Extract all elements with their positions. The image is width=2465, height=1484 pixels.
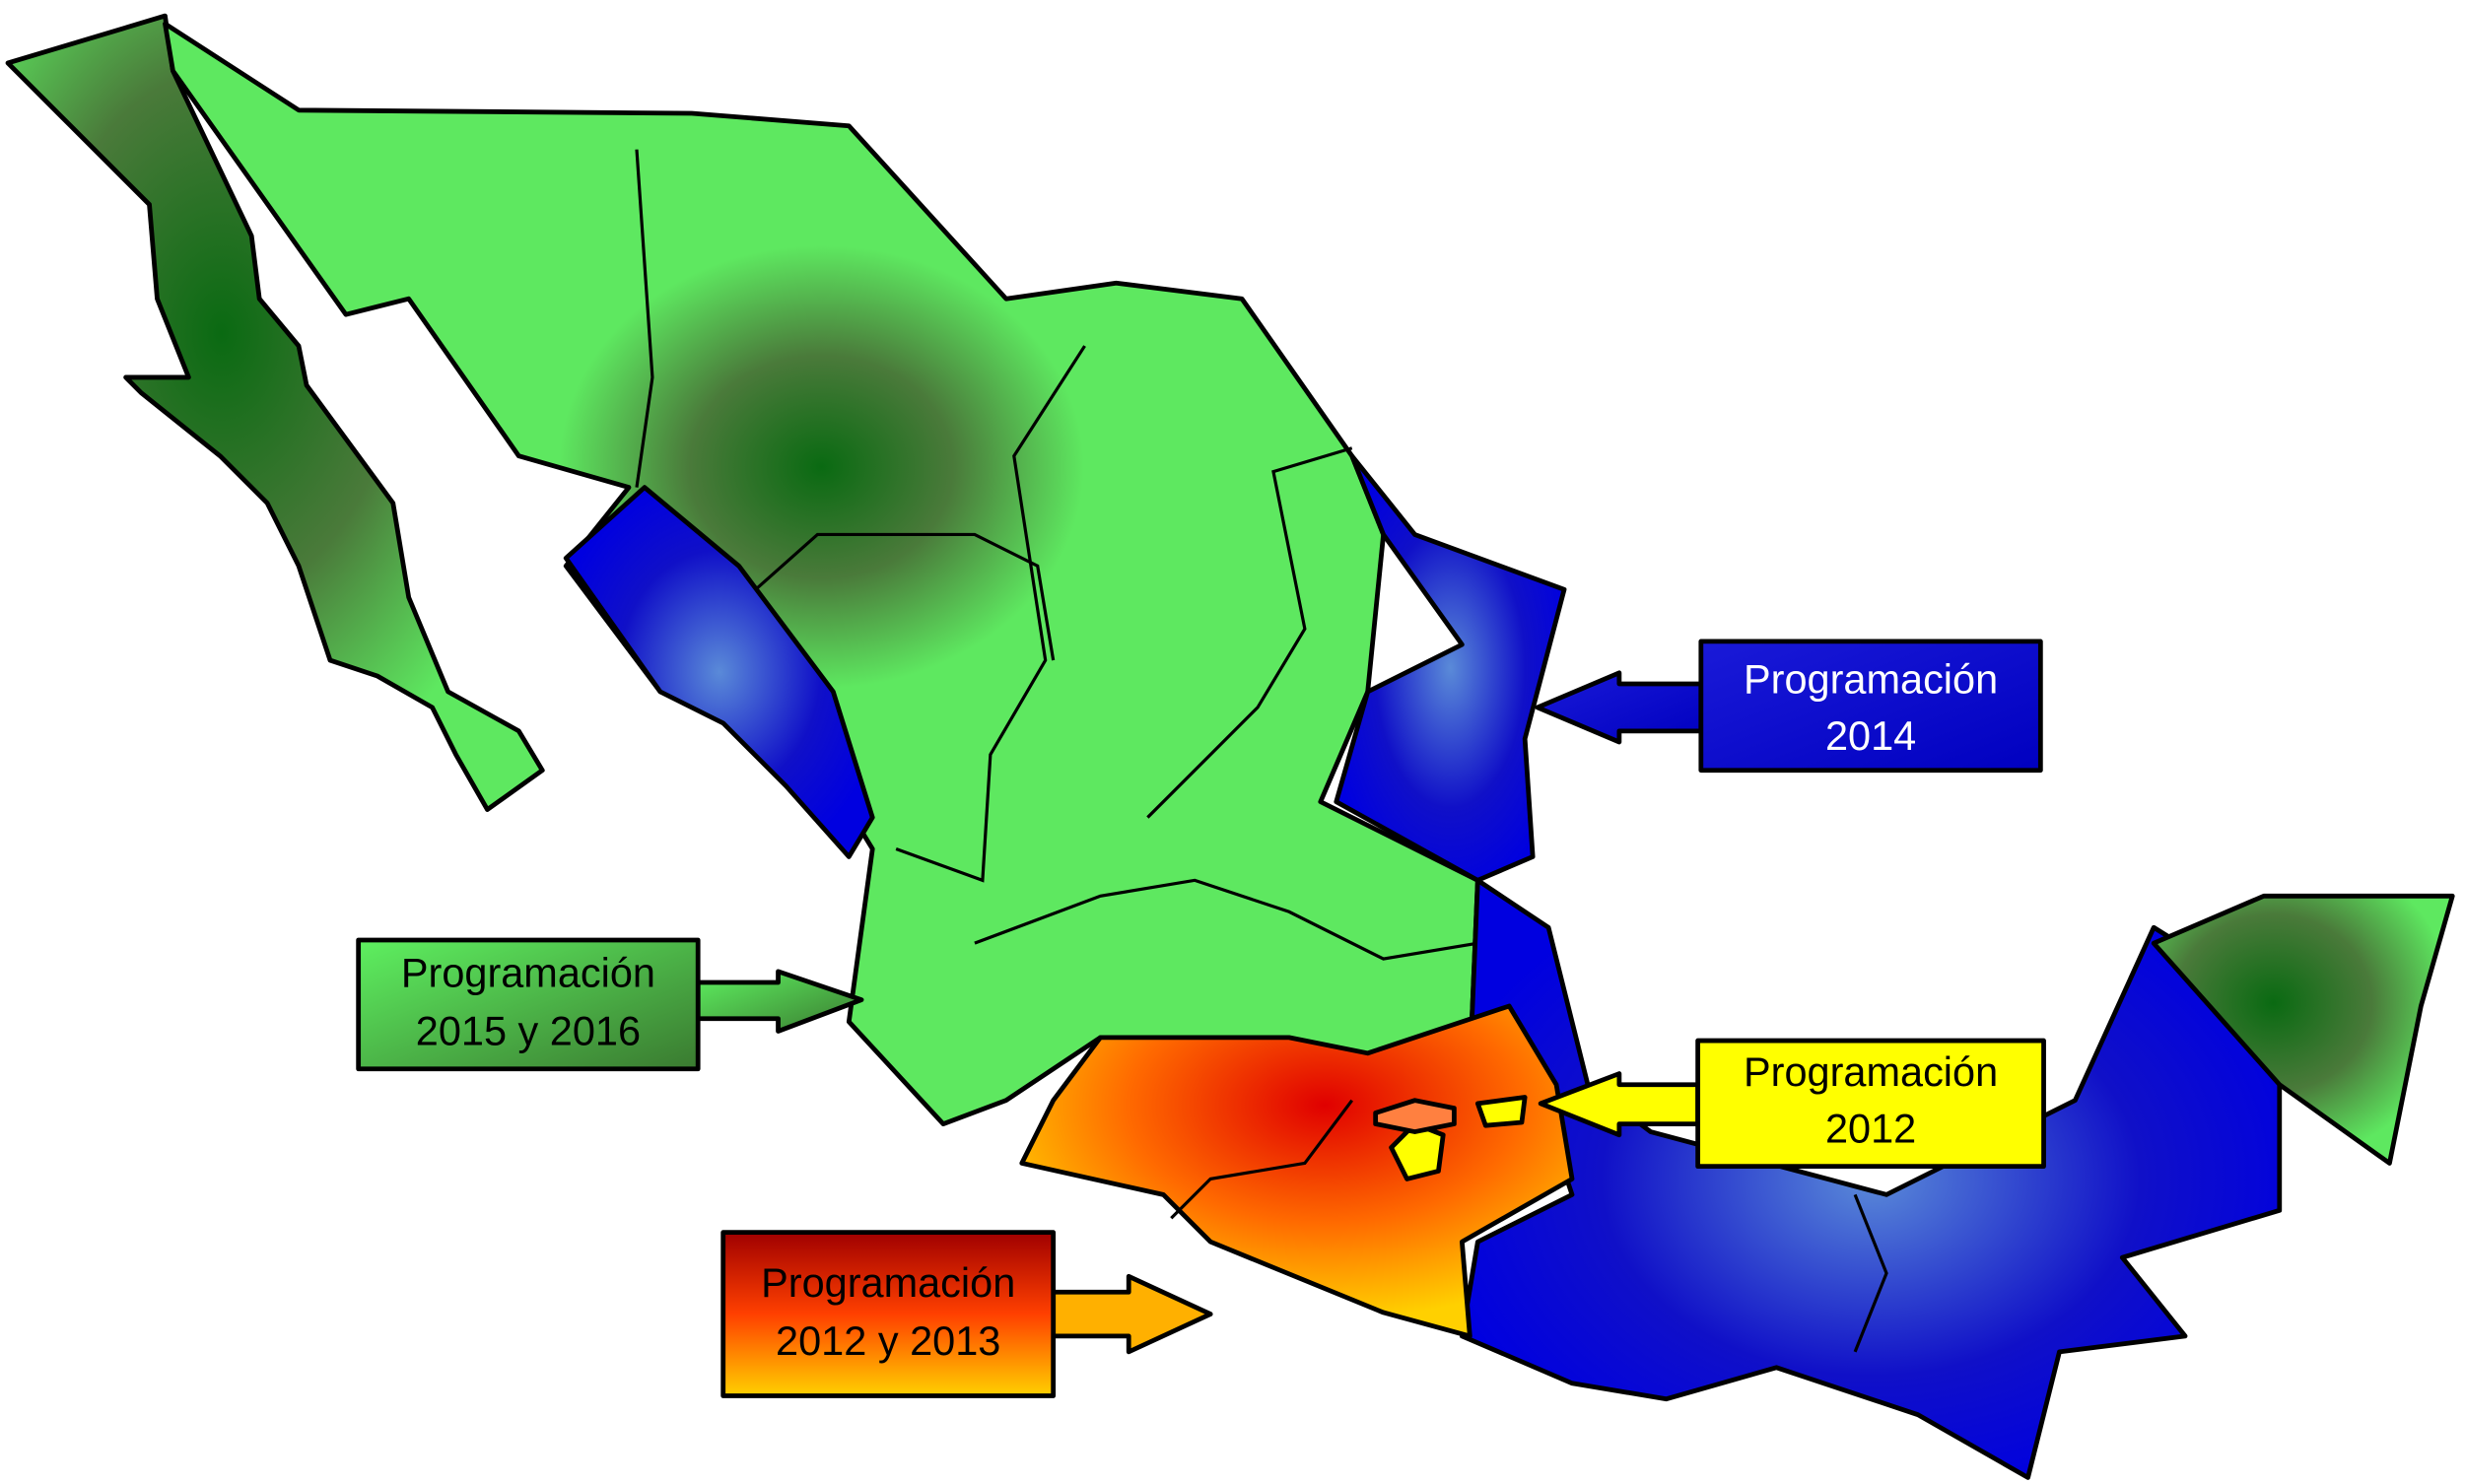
label-text: 2014 bbox=[1825, 712, 1916, 759]
label-text: Programación bbox=[1744, 1048, 1998, 1095]
label-2012: Programación 2012 bbox=[1538, 1038, 2046, 1170]
tlaxcala bbox=[1474, 1095, 1528, 1128]
cdmx bbox=[1373, 1098, 1457, 1134]
borders bbox=[635, 149, 654, 488]
label-box bbox=[356, 937, 701, 1072]
sinaloa-nayarit bbox=[563, 485, 875, 859]
label-text: 2012 y 2013 bbox=[776, 1317, 1000, 1364]
states bbox=[5, 13, 2455, 1480]
label-text: 2015 y 2016 bbox=[416, 1008, 641, 1054]
label-box bbox=[720, 1230, 1057, 1398]
borders bbox=[1170, 1099, 1353, 1220]
arrow bbox=[1051, 1273, 1213, 1355]
south-east bbox=[1459, 877, 2283, 1480]
label-text: Programación bbox=[1744, 655, 1998, 702]
label-2012-2013: Programación 2012 y 2013 bbox=[720, 1230, 1213, 1398]
label-box bbox=[1698, 639, 2043, 774]
borders bbox=[1853, 1193, 1888, 1353]
label-box bbox=[1695, 1038, 2046, 1170]
arrow bbox=[1535, 670, 1704, 745]
label-2014: Programación 2014 bbox=[1535, 639, 2043, 774]
borders bbox=[1146, 446, 1353, 819]
borders bbox=[745, 532, 1056, 661]
label-text: 2012 bbox=[1825, 1106, 1916, 1152]
baja-california bbox=[5, 13, 545, 812]
arrow bbox=[1538, 1071, 1701, 1138]
label-text: Programación bbox=[761, 1259, 1015, 1306]
borders bbox=[974, 878, 1478, 961]
yucatan bbox=[2151, 893, 2455, 1166]
arrow bbox=[695, 969, 864, 1034]
label-2015-2016: Programación 2015 y 2016 bbox=[356, 937, 864, 1072]
michoacan-guerrero bbox=[1019, 1003, 1575, 1339]
borders bbox=[895, 345, 1086, 883]
label-text: Programación bbox=[401, 950, 655, 996]
